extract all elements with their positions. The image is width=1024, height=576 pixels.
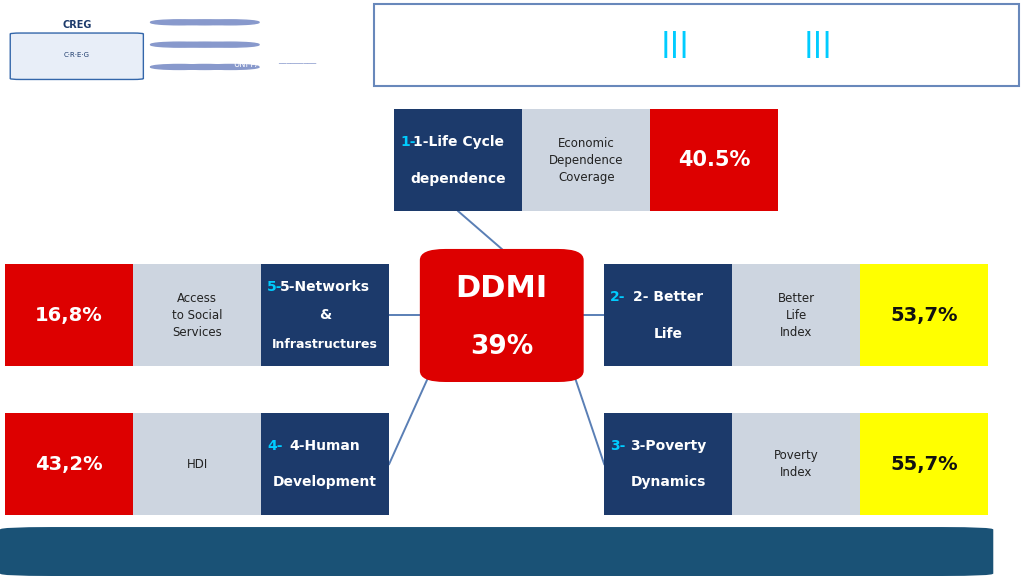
FancyBboxPatch shape <box>732 413 860 515</box>
Circle shape <box>176 42 233 47</box>
Text: 2- Better: 2- Better <box>633 290 703 304</box>
Text: 1-: 1- <box>400 135 416 149</box>
FancyBboxPatch shape <box>604 413 732 515</box>
Text: 43,2%: 43,2% <box>35 454 103 473</box>
Text: RESULTS: RESULTS <box>835 32 972 58</box>
Text: C·R·E·G: C·R·E·G <box>63 52 90 58</box>
Circle shape <box>151 20 208 25</box>
Circle shape <box>151 42 208 47</box>
FancyBboxPatch shape <box>261 264 389 366</box>
Text: Dynamics: Dynamics <box>631 475 706 490</box>
Text: Economic
Dependence
Coverage: Economic Dependence Coverage <box>549 137 624 184</box>
Text: Life: Life <box>653 327 683 341</box>
FancyBboxPatch shape <box>261 413 389 515</box>
FancyBboxPatch shape <box>860 264 988 366</box>
Circle shape <box>176 65 233 70</box>
Text: DIMENSIONS: DIMENSIONS <box>691 32 899 58</box>
FancyBboxPatch shape <box>394 109 522 211</box>
Text: Better
Life
Index: Better Life Index <box>777 292 815 339</box>
Text: dependence: dependence <box>411 172 506 185</box>
Text: 16,8%: 16,8% <box>35 306 103 325</box>
Text: 4-: 4- <box>267 439 283 453</box>
Text: |||: ||| <box>660 31 689 58</box>
FancyBboxPatch shape <box>522 109 650 211</box>
Text: 3-: 3- <box>610 439 626 453</box>
FancyBboxPatch shape <box>133 264 261 366</box>
Text: Access
to Social
Services: Access to Social Services <box>172 292 222 339</box>
Text: ✕ CREFAT: ✕ CREFAT <box>267 29 327 39</box>
FancyBboxPatch shape <box>10 33 143 79</box>
Text: Poverty
Index: Poverty Index <box>774 449 818 479</box>
Text: 5-Networks: 5-Networks <box>281 280 370 294</box>
Text: CREG: CREG <box>62 20 91 30</box>
Text: |||: ||| <box>804 31 833 58</box>
Circle shape <box>202 42 259 47</box>
FancyBboxPatch shape <box>0 527 993 576</box>
Circle shape <box>151 65 208 70</box>
Text: DDMI: DDMI <box>456 274 548 304</box>
Text: 5-: 5- <box>267 280 283 294</box>
FancyBboxPatch shape <box>650 109 778 211</box>
FancyBboxPatch shape <box>5 413 133 515</box>
Text: 40.5%: 40.5% <box>678 150 751 170</box>
Text: Infrastructures: Infrastructures <box>272 338 378 351</box>
Text: 55,7%: 55,7% <box>890 454 958 473</box>
Circle shape <box>176 20 233 25</box>
Text: 39%: 39% <box>470 334 534 359</box>
Circle shape <box>202 65 259 70</box>
FancyBboxPatch shape <box>420 249 584 382</box>
FancyBboxPatch shape <box>10 5 143 84</box>
Text: &: & <box>319 309 331 323</box>
Text: 2-: 2- <box>610 290 626 304</box>
Text: ─────────: ───────── <box>278 61 316 67</box>
Text: 4-Human: 4-Human <box>290 439 360 453</box>
Text: Development: Development <box>273 475 377 490</box>
FancyBboxPatch shape <box>732 264 860 366</box>
FancyBboxPatch shape <box>604 264 732 366</box>
Circle shape <box>202 20 259 25</box>
Text: HDI: HDI <box>186 457 208 471</box>
Text: SWEDD COUNTRIES: SWEDD COUNTRIES <box>389 32 678 58</box>
FancyBboxPatch shape <box>860 413 988 515</box>
Text: UNFPA: UNFPA <box>233 60 261 69</box>
Text: 3-Poverty: 3-Poverty <box>630 439 707 453</box>
Text: 1-Life Cycle: 1-Life Cycle <box>413 135 504 149</box>
FancyBboxPatch shape <box>133 413 261 515</box>
FancyBboxPatch shape <box>5 264 133 366</box>
Text: 53,7%: 53,7% <box>891 306 957 325</box>
